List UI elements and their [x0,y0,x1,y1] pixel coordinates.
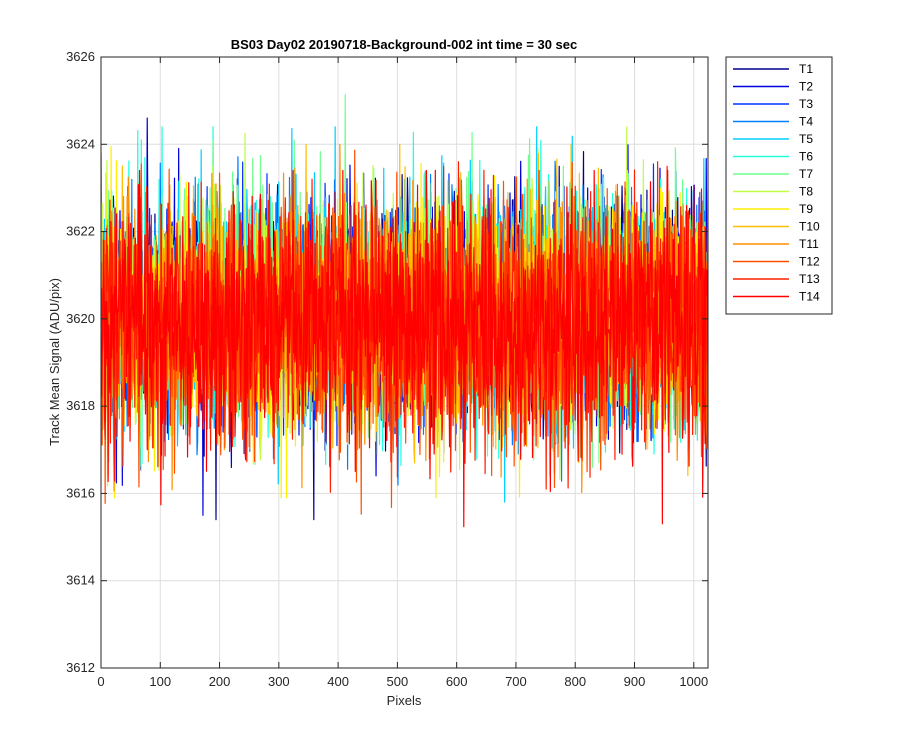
axis-ticks: 0 100 200 300 400 500 600 700 800 900 1000 3612 3614… [66,49,708,689]
legend-item-t6[interactable]: T6 [733,150,813,164]
legend-item-t2[interactable]: T2 [733,80,813,94]
legend-label: T14 [799,290,820,304]
x-tick-label: 900 [624,674,646,689]
y-tick-label: 3618 [66,398,95,413]
legend-item-t3[interactable]: T3 [733,97,813,111]
legend-item-t11[interactable]: T11 [733,237,819,251]
legend-item-t7[interactable]: T7 [733,167,813,181]
x-tick-label: 300 [268,674,290,689]
chart-title: BS03 Day02 20190718-Background-002 int t… [231,37,578,52]
legend-item-t13[interactable]: T13 [733,272,820,286]
series-line-t14 [101,169,708,528]
x-tick-label: 800 [564,674,586,689]
x-tick-label: 100 [149,674,171,689]
legend-label: T3 [799,97,813,111]
x-tick-label: 600 [446,674,468,689]
y-tick-label: 3624 [66,136,95,151]
legend-item-t9[interactable]: T9 [733,202,813,216]
y-tick-label: 3626 [66,49,95,64]
legend-label: T7 [799,167,813,181]
legend-item-t10[interactable]: T10 [733,220,820,234]
legend-label: T6 [799,150,813,164]
legend-item-t8[interactable]: T8 [733,185,813,199]
plot-frame [100,56,709,669]
y-axis-label: Track Mean Signal (ADU/pix) [47,278,62,446]
legend-label: T8 [799,185,813,199]
legend-item-t4[interactable]: T4 [733,115,813,129]
x-tick-label: 500 [387,674,409,689]
legend-item-t14[interactable]: T14 [733,290,820,304]
legend-item-t1[interactable]: T1 [733,62,813,76]
series-lines [101,93,708,528]
y-tick-label: 3614 [66,573,95,588]
legend-label: T12 [799,255,820,269]
y-tick-label: 3612 [66,660,95,675]
x-tick-label: 1000 [679,674,708,689]
legend[interactable]: T1 T2 T3 T4 T5 T6 T7 T8 T9 T10 T11 T12 T13 T14 [725,56,833,315]
legend-label: T2 [799,80,813,94]
legend-box [725,56,833,315]
legend-label: T10 [799,220,820,234]
x-axis-label: Pixels [387,693,422,708]
legend-item-t5[interactable]: T5 [733,132,813,146]
legend-label: T4 [799,115,813,129]
x-tick-label: 0 [97,674,104,689]
y-tick-label: 3622 [66,224,95,239]
x-tick-label: 200 [209,674,231,689]
legend-label: T1 [799,62,813,76]
legend-label: T9 [799,202,813,216]
x-tick-label: 400 [327,674,349,689]
y-tick-label: 3616 [66,485,95,500]
legend-label: T5 [799,132,813,146]
legend-label: T13 [799,272,820,286]
y-tick-label: 3620 [66,311,95,326]
legend-item-t12[interactable]: T12 [733,255,820,269]
x-tick-label: 700 [505,674,527,689]
legend-label: T11 [799,237,819,251]
